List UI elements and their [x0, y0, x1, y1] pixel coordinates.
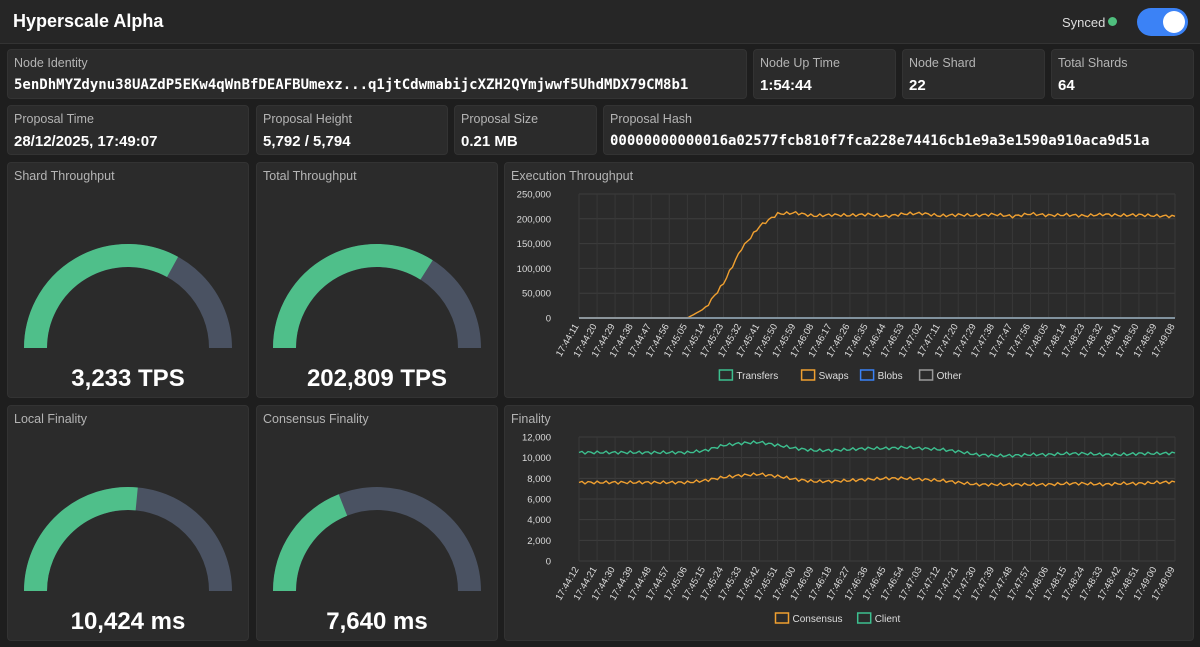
series-line-consensus: [578, 472, 1176, 487]
local-finality-value: 10,424 ms: [70, 608, 186, 635]
app-header: Hyperscale Alpha Synced: [0, 0, 1200, 44]
consensus-finality-label: Consensus Finality: [263, 412, 369, 426]
shard-throughput-label: Shard Throughput: [14, 169, 115, 183]
local-finality-gauge: [24, 487, 232, 592]
proposal-size-card: Proposal Size 0.21 MB: [454, 105, 597, 155]
proposal-height-label: Proposal Height: [263, 112, 352, 126]
node-identity-card: Node Identity 5enDhMYZdynu38UAZdP5EKw4qW…: [7, 49, 747, 99]
sync-toggle[interactable]: [1137, 8, 1188, 36]
local-finality-card: Local Finality 10,424 ms: [7, 405, 249, 641]
legend-swatch-swaps: [800, 369, 816, 381]
y-tick-label: 50,000: [522, 289, 551, 300]
total-throughput-value: 202,809 TPS: [306, 365, 448, 392]
execution-throughput-title: Execution Throughput: [511, 169, 634, 183]
total-shards-card: Total Shards 64: [1051, 49, 1194, 99]
legend-label-consensus: Consensus: [793, 614, 843, 625]
proposal-height-card: Proposal Height 5,792 / 5,794: [256, 105, 448, 155]
proposal-height-value: 5,792 / 5,794: [263, 133, 351, 150]
proposal-time-value: 28/12/2025, 17:49:07: [14, 133, 158, 150]
proposal-size-label: Proposal Size: [461, 112, 539, 126]
y-tick-label: 10,000: [522, 453, 551, 464]
finality-chart: 12,00010,0008,0006,0004,0002,000017:44:1…: [522, 433, 1178, 626]
legend-label-blobs: Blobs: [878, 371, 903, 382]
proposal-time-card: Proposal Time 28/12/2025, 17:49:07: [7, 105, 249, 155]
y-tick-label: 100,000: [517, 264, 551, 275]
y-tick-label: 200,000: [517, 214, 551, 225]
node-identity-value: 5enDhMYZdynu38UAZdP5EKw4qWnBfDEAFBUmexz.…: [14, 77, 689, 93]
total-throughput-label: Total Throughput: [263, 169, 357, 183]
gauge-fill: [24, 244, 179, 349]
node-identity-label: Node Identity: [14, 56, 88, 70]
proposal-hash-value: 00000000000016a02577fcb810f7fca228e74416…: [610, 133, 1150, 149]
proposal-time-label: Proposal Time: [14, 112, 94, 126]
y-tick-label: 4,000: [527, 515, 551, 526]
proposal-size-value: 0.21 MB: [461, 133, 518, 150]
total-shards-label: Total Shards: [1058, 56, 1128, 70]
legend-swatch-consensus: [774, 612, 790, 624]
node-shard-card: Node Shard 22: [902, 49, 1045, 99]
gauge-fill: [273, 494, 348, 592]
total-shards-value: 64: [1058, 77, 1075, 94]
total-throughput-gauge: [273, 244, 481, 349]
sync-status-dot: [1108, 17, 1117, 26]
legend-label-swaps: Swaps: [819, 371, 849, 382]
shard-throughput-value: 3,233 TPS: [71, 365, 185, 392]
y-tick-label: 0: [546, 557, 551, 568]
y-tick-label: 12,000: [522, 433, 551, 444]
shard-throughput-gauge: [24, 244, 232, 349]
local-finality-label: Local Finality: [14, 412, 87, 426]
y-tick-label: 0: [546, 314, 551, 325]
shard-throughput-card: Shard Throughput 3,233 TPS: [7, 162, 249, 398]
y-tick-label: 8,000: [527, 474, 551, 485]
legend-label-other: Other: [937, 371, 963, 382]
y-tick-label: 250,000: [517, 190, 551, 201]
node-up-time-card: Node Up Time 1:54:44: [753, 49, 896, 99]
legend-label-client: Client: [875, 614, 901, 625]
consensus-finality-value: 7,640 ms: [326, 608, 428, 635]
y-tick-label: 150,000: [517, 239, 551, 250]
legend-swatch-other: [918, 369, 934, 381]
series-line-swaps: [579, 210, 1176, 319]
node-up-time-label: Node Up Time: [760, 56, 840, 70]
legend-label-transfers: Transfers: [736, 371, 778, 382]
legend-swatch-blobs: [859, 369, 875, 381]
finality-chart-title: Finality: [511, 412, 551, 426]
finality-chart-card: Finality 12,000 10,000 8,000 6,000 4,000 2,00…: [504, 405, 1194, 641]
consensus-finality-card: Consensus Finality 7,640 ms: [256, 405, 498, 641]
execution-throughput-chart: 250,000200,000150,000100,00050,000017:44…: [517, 190, 1178, 383]
y-tick-label: 2,000: [527, 536, 551, 547]
total-throughput-card: Total Throughput 202,809 TPS: [256, 162, 498, 398]
node-shard-value: 22: [909, 77, 926, 94]
toggle-knob: [1163, 11, 1185, 33]
app-title: Hyperscale Alpha: [13, 11, 164, 31]
y-tick-label: 6,000: [527, 495, 551, 506]
proposal-hash-label: Proposal Hash: [610, 112, 692, 126]
execution-throughput-card: Execution Throughput 250,000 200,000 150,0…: [504, 162, 1194, 398]
node-up-time-value: 1:54:44: [760, 77, 812, 94]
proposal-hash-card: Proposal Hash 00000000000016a02577fcb810…: [603, 105, 1194, 155]
series-line-client: [578, 440, 1176, 458]
consensus-finality-gauge: [273, 487, 481, 592]
node-shard-label: Node Shard: [909, 56, 976, 70]
sync-status-label: Synced: [1062, 15, 1106, 30]
gauge-fill: [273, 244, 433, 349]
gauge-fill: [24, 487, 138, 592]
legend-swatch-transfers: [718, 369, 734, 381]
legend-swatch-client: [856, 612, 872, 624]
